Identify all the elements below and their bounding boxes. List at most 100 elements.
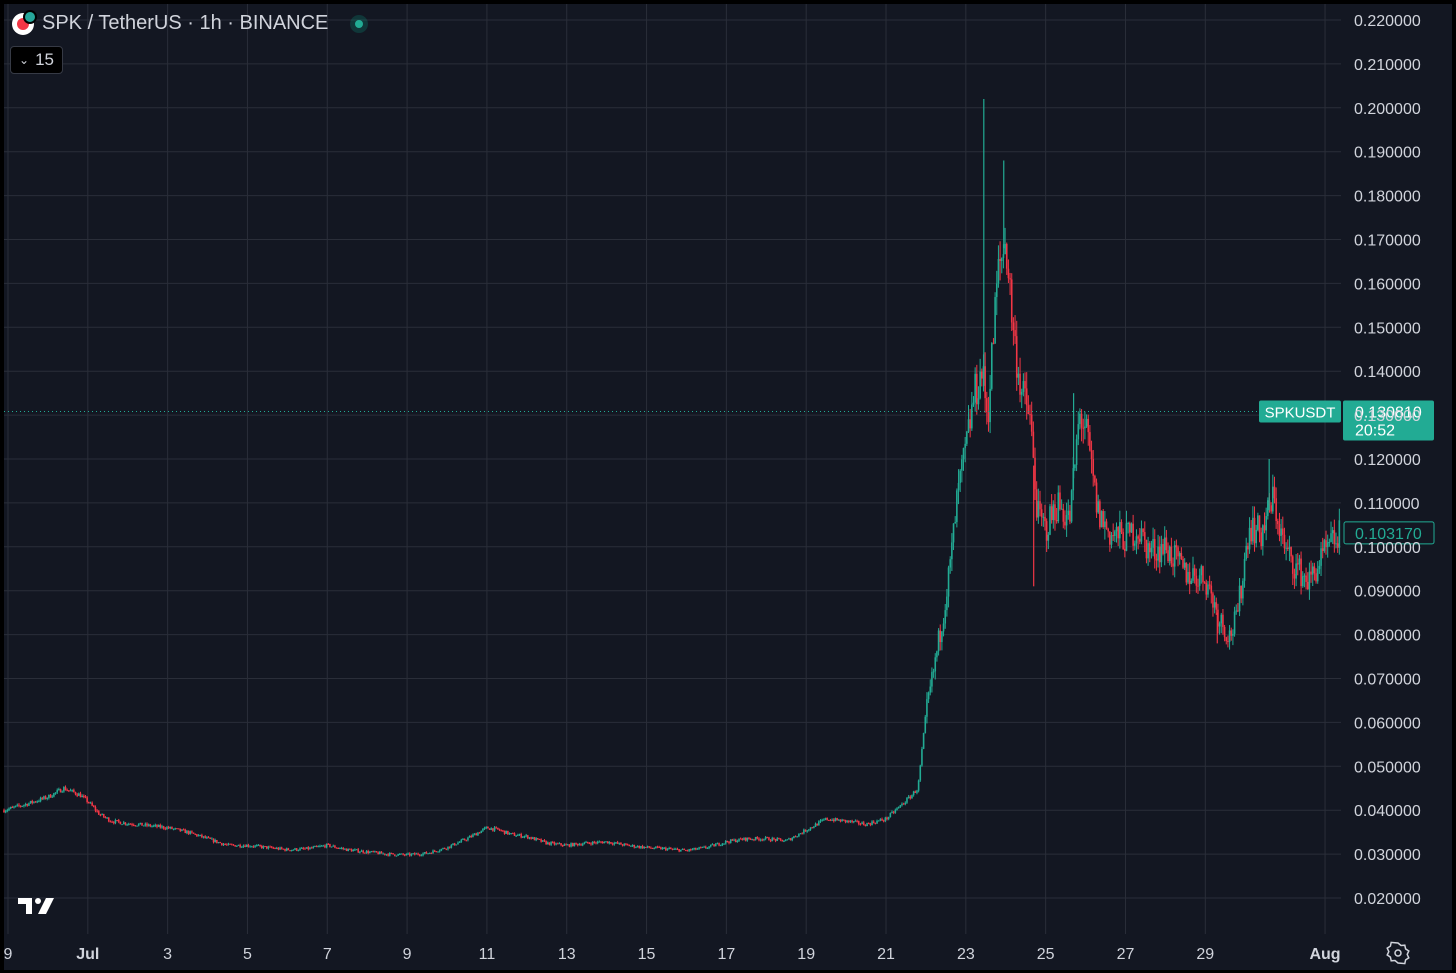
candle-body bbox=[412, 853, 414, 855]
price-axis[interactable]: 0.220000 0.210000 0.200000 0.190000 0.180000… bbox=[1354, 13, 1421, 908]
candle-body bbox=[1330, 533, 1332, 543]
candle-body bbox=[671, 848, 674, 850]
candle-body bbox=[964, 443, 966, 448]
candle-body bbox=[184, 829, 187, 834]
candle-body bbox=[1163, 537, 1166, 554]
candle-body bbox=[109, 821, 112, 823]
symbol-title[interactable]: SPK / TetherUS · 1h · BINANCE bbox=[42, 12, 329, 34]
candle-body bbox=[1227, 641, 1229, 643]
market-status-icon[interactable] bbox=[350, 14, 369, 33]
candle-body bbox=[763, 839, 765, 841]
candle-body bbox=[473, 833, 476, 835]
candle-body bbox=[733, 839, 735, 841]
candle-body bbox=[751, 839, 754, 841]
candle-body bbox=[1087, 418, 1090, 433]
candle-body bbox=[846, 820, 848, 822]
candle-body bbox=[906, 797, 908, 803]
gear-icon[interactable] bbox=[1386, 941, 1410, 965]
candle-body bbox=[43, 796, 45, 799]
candle-body bbox=[116, 820, 118, 822]
candle-body bbox=[685, 850, 687, 852]
indicator-toggle-button[interactable]: ⌄ 15 bbox=[10, 46, 63, 74]
candle-body bbox=[480, 830, 483, 834]
candle-body bbox=[53, 793, 55, 797]
symbol-price-label: SPKUSDT bbox=[1265, 405, 1336, 422]
candle-body bbox=[1005, 244, 1008, 269]
candle-body bbox=[144, 823, 147, 826]
plot-background bbox=[4, 4, 1341, 934]
candle-body bbox=[987, 411, 990, 423]
candle-body bbox=[1074, 464, 1076, 469]
candle-body bbox=[956, 490, 958, 523]
candle-body bbox=[976, 373, 978, 405]
candle-body bbox=[849, 820, 852, 822]
candle-body bbox=[1129, 523, 1131, 533]
candle-body bbox=[482, 828, 484, 831]
candle-body bbox=[1333, 530, 1336, 545]
candle-body bbox=[912, 791, 915, 796]
candle-body bbox=[994, 297, 996, 344]
candle-body bbox=[124, 822, 127, 825]
candle-body bbox=[570, 843, 572, 847]
candle-body bbox=[683, 849, 685, 851]
candle-body bbox=[856, 820, 858, 822]
candle-body bbox=[981, 371, 983, 379]
candle-body bbox=[229, 843, 231, 845]
candle-body bbox=[299, 848, 301, 851]
tradingview-logo-icon[interactable] bbox=[18, 894, 60, 918]
candle-body bbox=[576, 843, 579, 846]
candle-body bbox=[535, 838, 537, 841]
candle-body bbox=[357, 849, 360, 853]
candle-body bbox=[997, 259, 1000, 284]
candle-body bbox=[250, 846, 253, 848]
candle-body bbox=[1335, 543, 1337, 545]
countdown-label: 20:52 bbox=[1355, 423, 1395, 440]
candle-body bbox=[1040, 509, 1043, 517]
candle-body bbox=[769, 840, 772, 842]
candle-body bbox=[284, 849, 286, 851]
candle-body bbox=[631, 844, 634, 846]
candle-body bbox=[209, 837, 212, 839]
candle-body bbox=[166, 827, 168, 830]
candle-body bbox=[1331, 530, 1334, 534]
candle-body bbox=[142, 825, 145, 827]
candle-body bbox=[1243, 559, 1246, 581]
candle-body bbox=[1303, 575, 1306, 577]
candle-body bbox=[819, 820, 822, 822]
candle-body bbox=[979, 371, 981, 399]
candle-body bbox=[76, 794, 78, 796]
candle-body bbox=[694, 847, 697, 850]
candle-body bbox=[255, 845, 258, 847]
candle-body bbox=[292, 849, 295, 851]
candle-body bbox=[249, 846, 251, 848]
candle-body bbox=[217, 842, 220, 844]
candle-body bbox=[156, 824, 158, 827]
candle-body bbox=[884, 817, 887, 821]
candle-body bbox=[1173, 545, 1176, 567]
candle-body bbox=[703, 846, 705, 848]
candle-body bbox=[189, 831, 192, 834]
candle-body bbox=[731, 839, 734, 841]
candle-body bbox=[859, 823, 862, 825]
candle-body bbox=[871, 821, 873, 825]
symbol-header[interactable]: SPK / TetherUS · 1h · BINANCE bbox=[12, 9, 369, 35]
candle-body bbox=[31, 800, 34, 803]
candle-body bbox=[1059, 492, 1061, 509]
candle-body bbox=[921, 748, 923, 766]
candle-body bbox=[575, 842, 577, 844]
candle-body bbox=[811, 827, 813, 829]
candle-body bbox=[181, 829, 183, 831]
time-axis[interactable]: 9 Jul 3 5 7 9 11 13 15 17 19 21 23 25 27 29 Aug bbox=[4, 946, 1341, 963]
candle-body bbox=[172, 828, 175, 830]
candle-body bbox=[836, 818, 838, 821]
candle-body bbox=[1099, 501, 1101, 528]
candle-body bbox=[352, 849, 355, 852]
candle-body bbox=[19, 805, 22, 807]
candle-body bbox=[147, 824, 150, 826]
candle-body bbox=[1153, 539, 1156, 559]
candle-body bbox=[676, 848, 679, 850]
candle-body bbox=[36, 801, 39, 803]
candle-body bbox=[377, 852, 379, 855]
